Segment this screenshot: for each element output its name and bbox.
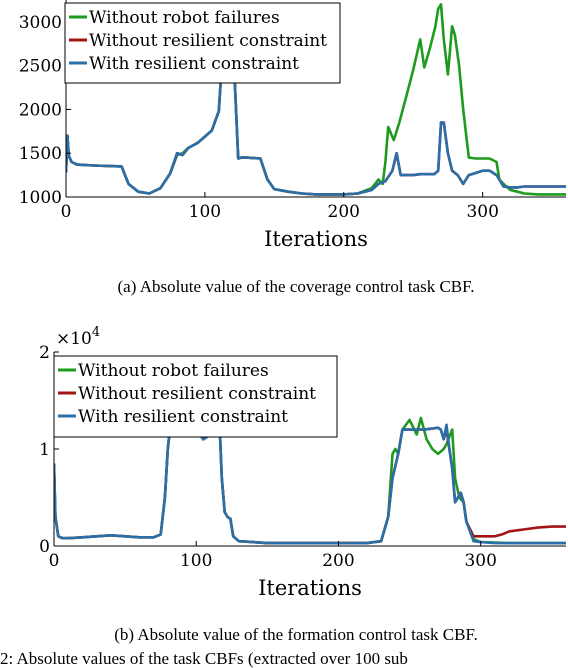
y-tick-label: 2 [39, 343, 50, 363]
formation-cbf-chart: 0 100 200 300 0 1 2 Iterations Without robot fai… [0, 325, 566, 668]
exponent-base: ×10 [56, 329, 92, 349]
legend-label-2: Without resilient constraint [78, 384, 316, 404]
series-line-3 [66, 3, 566, 196]
x-tick-label: 200 [328, 202, 360, 222]
y-tick-label: 0 [39, 537, 50, 557]
legend-label-3: With resilient constraint [78, 407, 288, 427]
legend-box [64, 2, 341, 84]
legend: Without robot failures Without resilient … [53, 355, 338, 438]
coverage-cbf-figure: 0 100 200 300 1000 1500 2000 2500 3000 Iterations… [0, 0, 568, 322]
legend-label-3: With resilient constraint [89, 54, 299, 74]
coverage-cbf-chart: 0 100 200 300 1000 1500 2000 2500 3000 Iterations… [19, 0, 566, 296]
legend-label-2: Without resilient constraint [89, 31, 327, 51]
y-tick-label: 1000 [19, 188, 62, 208]
x-tick-label: 200 [322, 551, 354, 571]
x-tick-label: 300 [466, 202, 498, 222]
y-tick-label: 2000 [19, 100, 62, 120]
y-tick-label: 3000 [19, 13, 62, 33]
figure-caption-fragment: 2: Absolute values of the task CBFs (ext… [0, 649, 408, 668]
y-tick-label: 1 [39, 440, 50, 460]
legend-label-1: Without robot failures [89, 8, 280, 28]
exponent-power: 4 [92, 325, 100, 340]
x-axis-label: Iterations [258, 576, 362, 600]
formation-cbf-figure: 0 100 200 300 0 1 2 Iterations Without robot fai… [0, 322, 568, 668]
x-axis-label: Iterations [264, 227, 368, 251]
figure-caption-b: (b) Absolute value of the formation cont… [114, 625, 478, 644]
legend-box [53, 355, 338, 438]
y-exponent-label: ×104 [56, 325, 100, 349]
x-tick-label: 100 [189, 202, 221, 222]
y-tick-label: 1500 [19, 144, 62, 164]
series-line-3 [54, 355, 566, 545]
legend: Without robot failures Without resilient … [64, 2, 341, 84]
legend-label-1: Without robot failures [78, 361, 269, 381]
x-tick-label: 0 [61, 202, 72, 222]
figure-caption-a: (a) Absolute value of the coverage contr… [118, 277, 475, 296]
x-tick-label: 300 [464, 551, 496, 571]
x-tick-label: 100 [180, 551, 212, 571]
x-tick-label: 0 [49, 551, 60, 571]
y-tick-label: 2500 [19, 57, 62, 77]
